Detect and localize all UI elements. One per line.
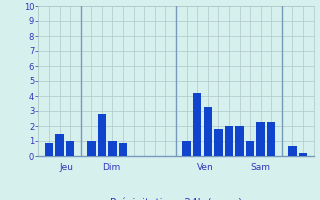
Bar xyxy=(214,129,223,156)
Bar xyxy=(256,121,265,156)
Bar xyxy=(193,93,201,156)
Bar xyxy=(87,141,96,156)
Text: Jeu: Jeu xyxy=(60,164,74,172)
Bar xyxy=(299,153,307,156)
Text: Précipitations 24h ( mm ): Précipitations 24h ( mm ) xyxy=(110,198,242,200)
Bar xyxy=(66,141,74,156)
Bar xyxy=(108,141,117,156)
Bar xyxy=(246,141,254,156)
Text: Sam: Sam xyxy=(250,164,270,172)
Bar xyxy=(182,141,191,156)
Text: Ven: Ven xyxy=(197,164,214,172)
Bar xyxy=(235,126,244,156)
Bar xyxy=(45,142,53,156)
Text: Dim: Dim xyxy=(102,164,120,172)
Bar xyxy=(98,114,106,156)
Bar xyxy=(288,146,297,156)
Bar xyxy=(55,134,64,156)
Bar xyxy=(119,142,127,156)
Bar xyxy=(225,126,233,156)
Bar xyxy=(267,121,276,156)
Bar xyxy=(204,106,212,156)
